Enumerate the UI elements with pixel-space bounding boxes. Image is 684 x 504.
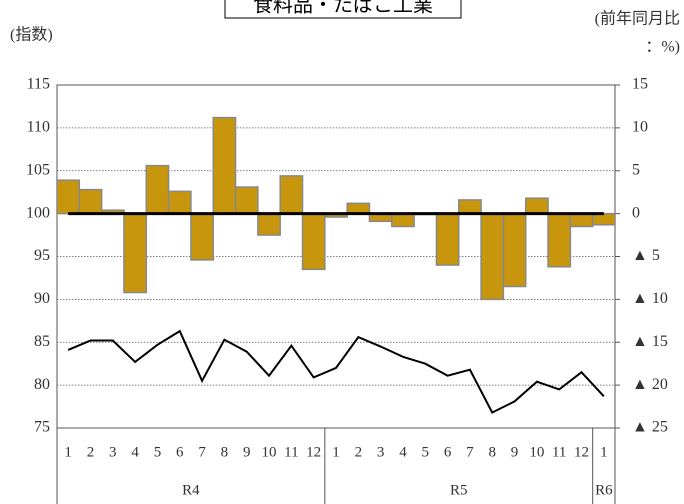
bar [56, 179, 81, 215]
bar [257, 212, 281, 236]
bar [458, 199, 482, 215]
bar [212, 116, 237, 215]
plot-frame [56, 84, 616, 429]
y2-tick-label: 10 [632, 119, 648, 136]
x-tick-label: 3 [109, 444, 117, 460]
y2-tick-label: ▲ 10 [632, 290, 668, 307]
bar [547, 212, 572, 268]
x-tick-label: 9 [243, 444, 251, 460]
x-tick-label: 10 [262, 444, 277, 460]
x-tick-label: 4 [399, 444, 407, 460]
x-tick-label: 8 [221, 444, 229, 460]
x-tick-label: 3 [377, 444, 385, 460]
bar [502, 212, 527, 288]
x-tick-label: 11 [552, 444, 566, 460]
x-tick-label: 5 [422, 444, 430, 460]
x-tick-label: 7 [198, 444, 206, 460]
x-tick-label: 1 [64, 444, 72, 460]
y2-tick-label: ▲ 25 [632, 419, 668, 436]
group-label: R4 [182, 482, 200, 498]
y-tick-label: 80 [34, 376, 50, 393]
bar [167, 190, 192, 215]
x-tick-label: 7 [466, 444, 474, 460]
x-tick-label: 9 [511, 444, 519, 460]
y2-tick-label: 15 [632, 76, 648, 93]
bar [145, 164, 170, 215]
y2-tick-label: 5 [632, 161, 640, 178]
y-tick-label: 115 [27, 76, 50, 93]
x-tick-label: 6 [176, 444, 184, 460]
x-tick-label: 10 [529, 444, 544, 460]
bar [123, 212, 148, 294]
x-tick-label: 12 [306, 444, 321, 460]
bar [234, 186, 259, 215]
bar [391, 212, 415, 228]
bar [301, 212, 326, 271]
x-tick-label: 8 [488, 444, 496, 460]
bar [591, 212, 616, 226]
y-tick-label: 105 [26, 161, 50, 178]
x-tick-label: 2 [87, 444, 95, 460]
bar [346, 202, 371, 215]
x-tick-label: 6 [444, 444, 452, 460]
bar [435, 212, 460, 266]
bar [480, 212, 505, 301]
y-tick-label: 85 [34, 333, 50, 350]
y2-tick-label: ▲ 5 [632, 247, 660, 264]
group-label: R6 [595, 482, 613, 498]
title-box [224, 0, 462, 19]
y-axis-label: (指数) [10, 26, 53, 44]
bar [78, 188, 103, 215]
line [67, 329, 605, 414]
bar [190, 212, 214, 261]
y-tick-label: 100 [26, 204, 50, 221]
y-tick-label: 75 [34, 419, 50, 436]
bar [279, 175, 304, 215]
x-tick-label: 2 [355, 444, 363, 460]
chart-title: 食料品・たばこ工業 [253, 0, 433, 17]
y2-axis-label: (前年同月比 [595, 10, 680, 28]
bar [569, 212, 594, 228]
y2-axis-label: ：%) [645, 39, 680, 56]
x-tick-label: 4 [131, 444, 139, 460]
group-label: R5 [450, 482, 468, 498]
x-tick-label: 5 [154, 444, 162, 460]
y-tick-label: 95 [34, 247, 50, 264]
y2-tick-label: 0 [632, 204, 640, 221]
x-tick-label: 12 [574, 444, 589, 460]
x-tick-label: 1 [600, 444, 608, 460]
y2-tick-label: ▲ 20 [632, 376, 668, 393]
x-tick-label: 1 [332, 444, 340, 460]
x-tick-label: 11 [284, 444, 298, 460]
y2-tick-label: ▲ 15 [632, 333, 668, 350]
y-tick-label: 90 [34, 290, 50, 307]
bar [524, 197, 549, 215]
y-tick-label: 110 [27, 119, 50, 136]
